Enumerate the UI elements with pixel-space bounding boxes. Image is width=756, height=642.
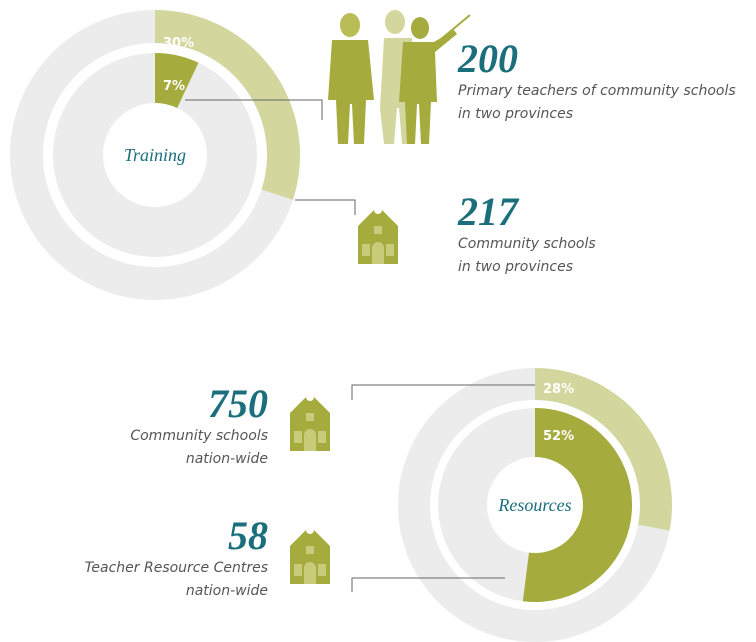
percent-label: 30% <box>163 36 194 51</box>
school-bell <box>306 526 314 534</box>
school-door <box>372 242 384 264</box>
school-door <box>304 429 316 451</box>
school-icon <box>358 206 398 264</box>
school-window <box>306 546 314 554</box>
school-window <box>294 564 302 576</box>
teachers-silhouette <box>328 10 470 144</box>
school-door <box>304 562 316 584</box>
infographic: 30% 7% Training 200 Primary teachers of comm… <box>0 0 756 642</box>
school-bell <box>374 206 382 214</box>
school-window <box>306 413 314 421</box>
percent-label: 7% <box>163 79 185 94</box>
stat-number: 58 <box>228 513 268 558</box>
stat-description: in two provinces <box>458 259 573 275</box>
school-window <box>386 244 394 256</box>
school-window <box>374 226 382 234</box>
stat-description: nation-wide <box>186 583 268 599</box>
stat-description: in two provinces <box>458 106 573 122</box>
stat-number: 200 <box>457 36 518 81</box>
center-label: Training <box>124 145 186 165</box>
percent-label: 52% <box>543 429 574 444</box>
school-bell <box>306 393 314 401</box>
stat-description: Community schools <box>458 236 596 252</box>
stat-number: 750 <box>208 381 268 426</box>
connector <box>295 200 355 215</box>
school-window <box>318 564 326 576</box>
school-window <box>294 431 302 443</box>
stat-description: Teacher Resource Centres <box>85 560 268 576</box>
school-window <box>318 431 326 443</box>
center-label: Resources <box>497 495 571 515</box>
school-icon <box>290 393 330 451</box>
stat-description: Primary teachers of community schools <box>458 83 736 99</box>
stat-description: Community schools <box>130 428 268 444</box>
stat-number: 217 <box>457 189 520 234</box>
stat-description: nation-wide <box>186 451 268 467</box>
school-icon <box>290 526 330 584</box>
percent-label: 28% <box>543 382 574 397</box>
school-window <box>362 244 370 256</box>
